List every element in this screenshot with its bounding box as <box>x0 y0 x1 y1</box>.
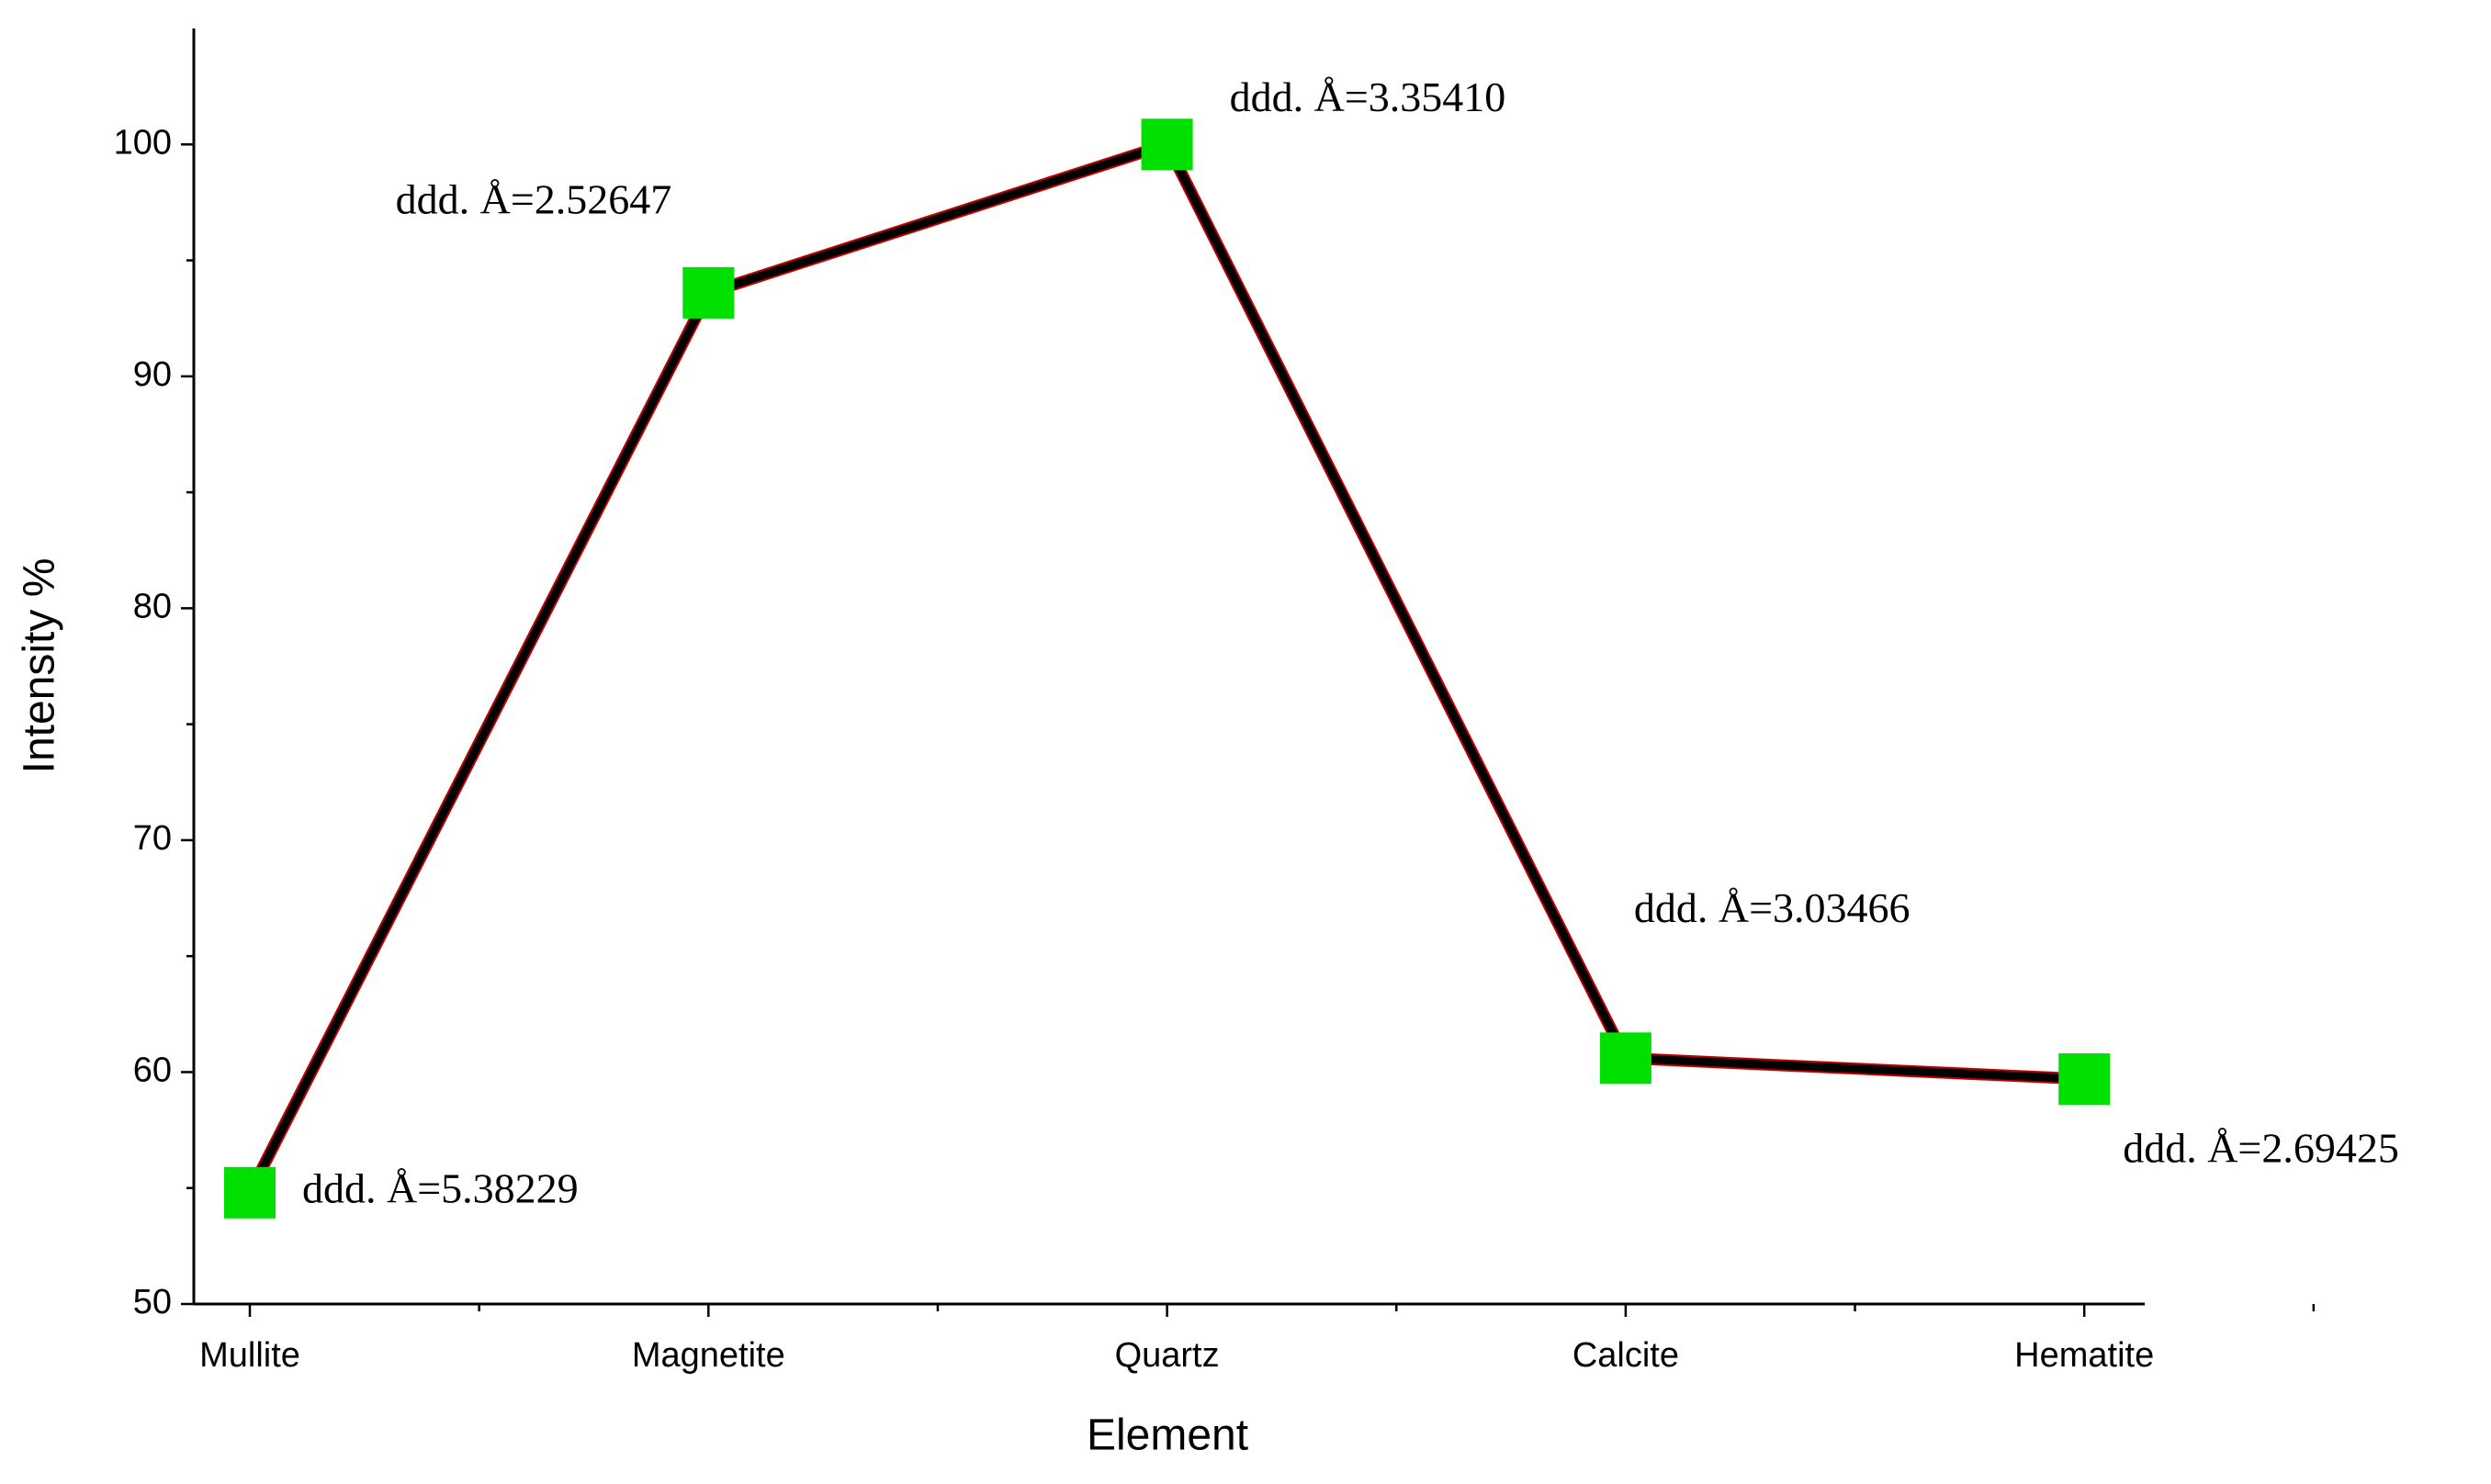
x-tick-label: Hematite <box>2014 1336 2154 1375</box>
annotation: ddd. Å=5.38229 <box>302 1164 579 1211</box>
x-tick-label: Magnetite <box>632 1336 785 1375</box>
marker <box>224 1166 276 1219</box>
y-tick-label: 70 <box>133 819 172 858</box>
annotation: ddd. Å=3.03466 <box>1634 884 1911 931</box>
marker <box>682 266 735 319</box>
y-tick-label: 50 <box>133 1283 172 1321</box>
annotation: ddd. Å=3.35410 <box>1230 73 1506 120</box>
x-axis-title: Element <box>1087 1411 1248 1460</box>
y-tick-label: 100 <box>114 123 172 162</box>
series-line-edge <box>244 138 2085 1196</box>
marker <box>1141 118 1193 171</box>
y-tick-label: 80 <box>133 587 172 625</box>
y-axis-title: Intensity % <box>16 558 64 774</box>
marker <box>1599 1032 1651 1085</box>
y-tick-label: 60 <box>133 1051 172 1089</box>
x-tick-label: Calcite <box>1572 1336 1679 1375</box>
x-tick-label: Mullite <box>199 1336 300 1375</box>
x-tick-label: Quartz <box>1115 1336 1220 1375</box>
y-tick-label: 90 <box>133 355 172 394</box>
series-line <box>245 140 2085 1195</box>
marker <box>2058 1053 2111 1106</box>
annotation: ddd. Å=2.52647 <box>396 175 672 222</box>
annotation: ddd. Å=2.69425 <box>2123 1125 2399 1172</box>
